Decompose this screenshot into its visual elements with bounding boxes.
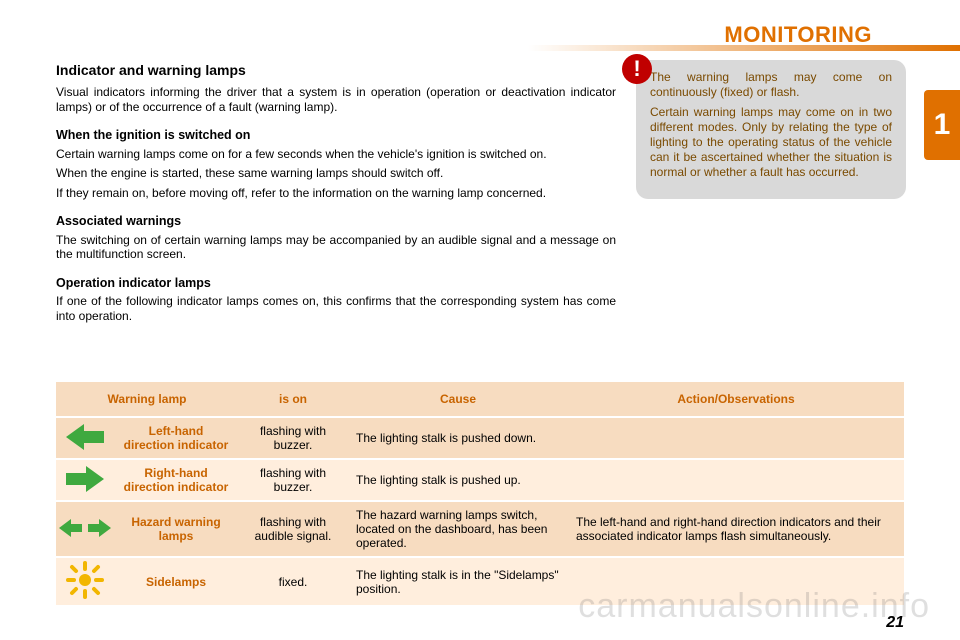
col-action: Action/Observations: [568, 382, 904, 416]
arrow-right-icon: [64, 464, 106, 494]
action-cell: The left-hand and right-hand direction i…: [568, 502, 904, 556]
table-row: Hazard warning lampsflashing with audibl…: [56, 502, 904, 556]
subhead-operation: Operation indicator lamps: [56, 276, 616, 291]
action-cell: [568, 558, 904, 605]
cause-cell: The hazard warning lamps switch, located…: [348, 502, 568, 556]
lamp-name-cell: Right-hand direction indicator: [114, 460, 238, 500]
exclamation-glyph: !: [633, 56, 640, 82]
lamp-icon-cell: [56, 558, 114, 605]
body-text: The switching on of certain warning lamp…: [56, 233, 616, 262]
col-warning-lamp: Warning lamp: [56, 382, 238, 416]
callout-text: Certain warning lamps may come on in two…: [650, 105, 892, 180]
subhead-associated: Associated warnings: [56, 214, 616, 229]
body-text: If one of the following indicator lamps …: [56, 294, 616, 323]
arrow-left-icon: [64, 422, 106, 452]
table-row: Right-hand direction indicatorflashing w…: [56, 460, 904, 500]
body-text: If they remain on, before moving off, re…: [56, 186, 616, 201]
is-on-cell: flashing with buzzer.: [238, 460, 348, 500]
page-number: 21: [886, 614, 904, 632]
body-text: Certain warning lamps come on for a few …: [56, 147, 616, 162]
intro-paragraph: Visual indicators informing the driver t…: [56, 85, 616, 114]
action-cell: [568, 418, 904, 458]
page: MONITORING 1 Indicator and warning lamps…: [0, 0, 960, 640]
lamp-icon-cell: [56, 460, 114, 500]
col-is-on: is on: [238, 382, 348, 416]
lamp-name-cell: Hazard warning lamps: [114, 502, 238, 556]
callout-text: The warning lamps may come on continuous…: [650, 70, 892, 100]
subhead-ignition: When the ignition is switched on: [56, 128, 616, 143]
exclamation-icon: !: [622, 54, 652, 84]
header-gradient-bar: [0, 45, 960, 51]
lamp-icon-cell: [56, 418, 114, 458]
lamp-name-cell: Sidelamps: [114, 558, 238, 605]
table-row: Left-hand direction indicatorflashing wi…: [56, 418, 904, 458]
section-heading: Indicator and warning lamps: [56, 62, 616, 79]
warning-callout: The warning lamps may come on continuous…: [636, 60, 906, 199]
col-cause: Cause: [348, 382, 568, 416]
table-header-row: Warning lamp is on Cause Action/Observat…: [56, 382, 904, 416]
action-cell: [568, 460, 904, 500]
chapter-number: 1: [934, 108, 951, 142]
cause-cell: The lighting stalk is in the "Sidelamps"…: [348, 558, 568, 605]
sidelamps-icon: [63, 560, 107, 600]
cause-cell: The lighting stalk is pushed up.: [348, 460, 568, 500]
table-row: Sidelampsfixed.The lighting stalk is in …: [56, 558, 904, 605]
body-text: When the engine is started, these same w…: [56, 166, 616, 181]
is-on-cell: fixed.: [238, 558, 348, 605]
chapter-tab: 1: [924, 90, 960, 160]
lamp-name-cell: Left-hand direction indicator: [114, 418, 238, 458]
cause-cell: The lighting stalk is pushed down.: [348, 418, 568, 458]
indicator-lamp-table: Warning lamp is on Cause Action/Observat…: [56, 380, 904, 607]
main-text-column: Indicator and warning lamps Visual indic…: [56, 62, 616, 328]
is-on-cell: flashing with audible signal.: [238, 502, 348, 556]
hazard-icon: [58, 516, 112, 540]
lamp-icon-cell: [56, 502, 114, 556]
is-on-cell: flashing with buzzer.: [238, 418, 348, 458]
